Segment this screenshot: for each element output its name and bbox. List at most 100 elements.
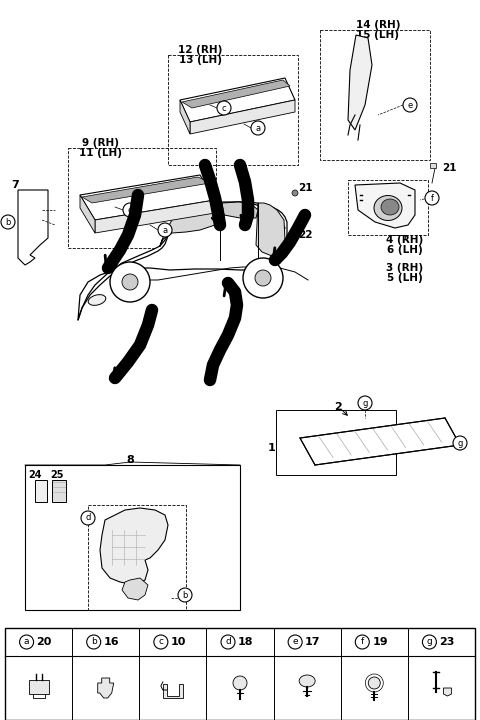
Text: 19: 19 — [372, 637, 388, 647]
Circle shape — [422, 635, 436, 649]
Text: 24: 24 — [28, 470, 42, 480]
Text: 8: 8 — [126, 455, 134, 465]
Text: 21: 21 — [442, 163, 456, 173]
Polygon shape — [180, 78, 295, 122]
Text: 4 (RH): 4 (RH) — [386, 235, 424, 245]
Text: d: d — [85, 513, 91, 523]
Circle shape — [355, 635, 369, 649]
Circle shape — [1, 215, 15, 229]
Text: e: e — [292, 637, 298, 647]
Text: 2: 2 — [334, 402, 342, 412]
Text: c: c — [128, 205, 132, 215]
Polygon shape — [180, 100, 190, 134]
Bar — [348, 180, 428, 235]
Text: 22: 22 — [298, 230, 312, 240]
Bar — [29, 680, 48, 694]
Polygon shape — [100, 508, 168, 585]
Circle shape — [123, 203, 137, 217]
Polygon shape — [163, 684, 183, 698]
Text: b: b — [182, 590, 188, 600]
Text: 5 (LH): 5 (LH) — [387, 273, 423, 283]
Text: 9 (RH): 9 (RH) — [82, 138, 119, 148]
Bar — [430, 163, 436, 168]
Text: c: c — [222, 104, 226, 112]
Text: 20: 20 — [36, 637, 52, 647]
Polygon shape — [300, 418, 460, 465]
Polygon shape — [80, 195, 95, 233]
Bar — [52, 480, 66, 502]
Circle shape — [178, 588, 192, 602]
Text: 3 (RH): 3 (RH) — [386, 263, 423, 273]
Circle shape — [425, 191, 439, 205]
Text: g: g — [362, 398, 368, 408]
Text: 13 (LH): 13 (LH) — [179, 55, 221, 65]
Text: e: e — [408, 101, 413, 109]
Polygon shape — [355, 183, 415, 228]
Circle shape — [358, 396, 372, 410]
Polygon shape — [82, 177, 210, 203]
Bar — [25, 465, 240, 610]
Text: d: d — [225, 637, 231, 647]
Bar — [168, 55, 298, 165]
Text: g: g — [457, 438, 463, 448]
Circle shape — [251, 121, 265, 135]
Text: 15 (LH): 15 (LH) — [357, 30, 399, 40]
Text: 12 (RH): 12 (RH) — [178, 45, 222, 55]
Text: 7: 7 — [11, 180, 19, 190]
Circle shape — [453, 436, 467, 450]
Bar — [5, 628, 475, 720]
Text: 23: 23 — [439, 637, 455, 647]
Text: 6 (LH): 6 (LH) — [387, 245, 423, 255]
Ellipse shape — [88, 294, 106, 305]
Circle shape — [154, 635, 168, 649]
Circle shape — [20, 635, 34, 649]
Ellipse shape — [299, 675, 315, 687]
Circle shape — [243, 258, 283, 298]
Polygon shape — [80, 175, 215, 220]
Polygon shape — [78, 202, 287, 320]
Polygon shape — [98, 678, 114, 698]
Text: 14 (RH): 14 (RH) — [356, 20, 400, 30]
Text: 18: 18 — [238, 637, 253, 647]
Text: 11 (LH): 11 (LH) — [79, 148, 121, 158]
Polygon shape — [18, 190, 48, 265]
Circle shape — [221, 635, 235, 649]
Circle shape — [233, 676, 247, 690]
Bar — [68, 148, 216, 248]
Circle shape — [288, 635, 302, 649]
Polygon shape — [160, 203, 220, 246]
Polygon shape — [190, 100, 295, 134]
Text: c: c — [158, 637, 163, 647]
Circle shape — [158, 223, 172, 237]
Ellipse shape — [381, 199, 399, 215]
Polygon shape — [444, 688, 451, 696]
Circle shape — [292, 190, 298, 196]
Text: a: a — [255, 124, 261, 132]
Text: f: f — [360, 637, 364, 647]
Text: a: a — [162, 225, 168, 235]
Text: 16: 16 — [104, 637, 120, 647]
Text: b: b — [5, 217, 11, 227]
Circle shape — [403, 98, 417, 112]
Text: f: f — [431, 194, 433, 202]
Circle shape — [87, 635, 101, 649]
Circle shape — [122, 274, 138, 290]
Text: 17: 17 — [305, 637, 321, 647]
Polygon shape — [95, 200, 215, 233]
Bar — [320, 30, 430, 160]
Circle shape — [110, 262, 150, 302]
Circle shape — [217, 101, 231, 115]
Text: 10: 10 — [171, 637, 186, 647]
Polygon shape — [348, 35, 372, 130]
Text: a: a — [24, 637, 29, 647]
Bar — [276, 410, 396, 475]
Circle shape — [255, 270, 271, 286]
Polygon shape — [222, 202, 258, 218]
Bar — [35, 480, 47, 502]
Text: g: g — [427, 637, 432, 647]
Circle shape — [368, 677, 380, 689]
Text: b: b — [91, 637, 96, 647]
Text: 21: 21 — [298, 183, 312, 193]
Text: 1: 1 — [268, 443, 276, 453]
Polygon shape — [122, 578, 148, 600]
